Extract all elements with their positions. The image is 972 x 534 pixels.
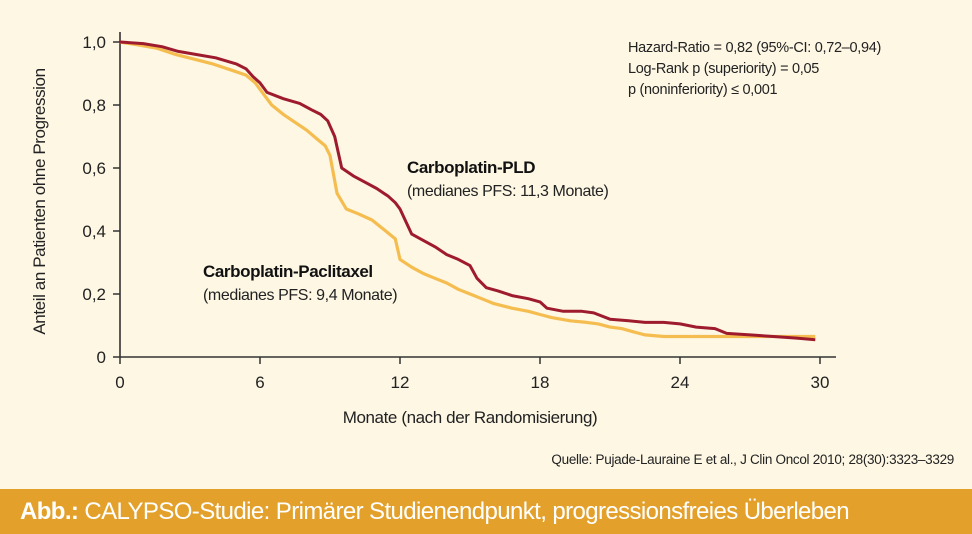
series-label-pld-name: Carboplatin-PLD — [407, 158, 535, 177]
hazard-ratio-stats: Hazard-Ratio = 0,82 (95%-CI: 0,72–0,94) … — [628, 38, 881, 101]
x-tick-label: 6 — [255, 373, 264, 392]
series-label-paclitaxel-name: Carboplatin-Paclitaxel — [203, 262, 373, 281]
x-tick-label: 18 — [531, 373, 550, 392]
x-tick-label: 24 — [671, 373, 690, 392]
pfs-chart: 0 0,2 0,4 0,6 0,8 1,0 0 6 12 18 24 30 Monate (nach d… — [30, 32, 836, 427]
stats-line-log-rank: Log-Rank p (superiority) = 0,05 — [628, 61, 819, 77]
y-tick-label: 0,6 — [82, 159, 106, 178]
series-line-carboplatin-paclitaxel — [119, 40, 816, 339]
stats-line-hazard-ratio: Hazard-Ratio = 0,82 (95%-CI: 0,72–0,94) — [628, 40, 882, 56]
series-label-pld-median: (medianes PFS: 11,3 Monate) — [407, 183, 609, 200]
y-tick-label: 0,4 — [82, 222, 106, 241]
caption-label: Abb.: — [20, 498, 79, 525]
chart-labels: Carboplatin-PLD (medianes PFS: 11,3 Monat… — [203, 158, 609, 304]
y-tick-label: 0,2 — [82, 285, 106, 304]
x-axis-title: Monate (nach der Randomisierung) — [343, 408, 598, 427]
chart-curves — [119, 40, 816, 342]
series-label-paclitaxel-median: (medianes PFS: 9,4 Monate) — [203, 287, 397, 304]
x-tick-label: 30 — [811, 373, 830, 392]
stats-line-noninferiority: p (noninferiority) ≤ 0,001 — [628, 82, 778, 98]
caption-text: CALYPSO-Studie: Primärer Studienendpunkt… — [84, 498, 850, 525]
series-line-carboplatin-pld — [119, 40, 816, 342]
x-tick-label: 12 — [391, 373, 410, 392]
y-tick-label: 0,8 — [82, 96, 106, 115]
chart-axes: 0 0,2 0,4 0,6 0,8 1,0 0 6 12 18 24 30 Monate (nach d… — [30, 32, 836, 427]
figure-caption: Abb.: CALYPSO-Studie: Primärer Studienen… — [0, 489, 972, 534]
y-tick-label: 1,0 — [82, 33, 106, 52]
x-tick-label: 0 — [115, 373, 124, 392]
y-tick-label: 0 — [97, 348, 106, 367]
source-citation: Quelle: Pujade-Lauraine E et al., J Clin… — [551, 452, 954, 467]
y-axis-title: Anteil an Patienten ohne Progression — [30, 68, 49, 334]
